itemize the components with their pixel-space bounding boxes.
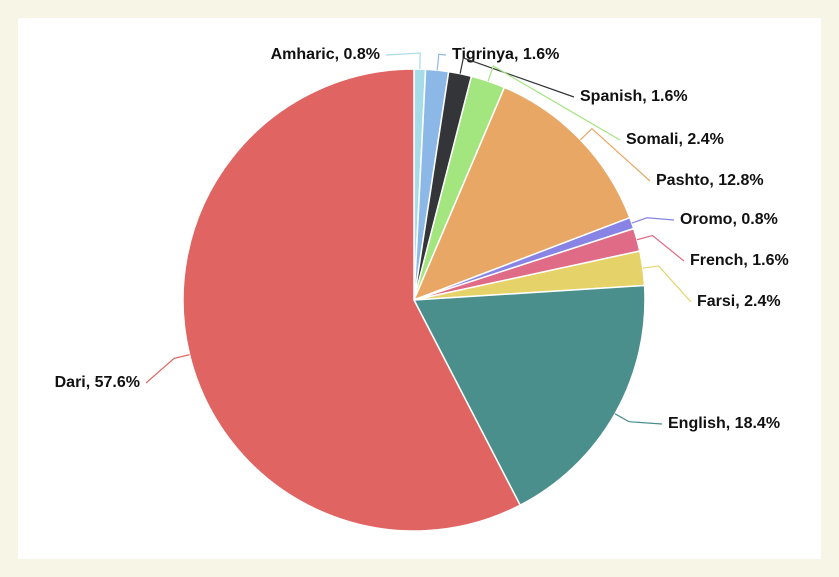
data-label: Somali, 2.4% (626, 131, 724, 148)
data-label: Farsi, 2.4% (697, 293, 781, 310)
label-value: , 12.8% (709, 172, 763, 189)
label-name: Farsi (697, 293, 735, 310)
data-label: Dari, 57.6% (55, 374, 140, 391)
label-name: Oromo (680, 211, 733, 228)
label-value: , 1.6% (743, 252, 788, 269)
leader-line (459, 57, 575, 98)
data-label: Oromo, 0.8% (680, 211, 778, 228)
data-label: French, 1.6% (690, 252, 789, 269)
label-name: Amharic (271, 46, 335, 63)
label-value: , 2.4% (735, 293, 780, 310)
label-value: , 1.6% (514, 46, 559, 63)
data-label: Amharic, 0.8% (271, 46, 380, 63)
data-label: Pashto, 12.8% (656, 172, 764, 189)
leader-line (642, 265, 692, 303)
label-value: , 57.6% (86, 374, 140, 391)
label-name: Pashto (656, 172, 710, 189)
label-value: , 0.8% (732, 211, 777, 228)
leader-line (487, 65, 621, 141)
leader-line (631, 217, 675, 224)
label-name: Tigrinya (452, 46, 514, 63)
label-name: Spanish (580, 88, 642, 105)
label-name: French (690, 252, 743, 269)
leader-line (614, 413, 663, 425)
pie-slice (182, 68, 522, 532)
pie-slice (412, 86, 631, 302)
label-name: Dari (55, 374, 86, 391)
leader-line (385, 52, 421, 70)
leader-line (579, 127, 651, 182)
label-name: English (668, 415, 726, 432)
data-label: Spanish, 1.6% (580, 88, 688, 105)
leader-line (145, 354, 190, 384)
label-value: , 1.6% (642, 88, 687, 105)
data-label: Tigrinya, 1.6% (452, 46, 559, 63)
label-value: , 0.8% (335, 46, 380, 63)
label-name: Somali (626, 131, 678, 148)
data-label: English, 18.4% (668, 415, 780, 432)
leader-line (636, 234, 685, 262)
label-value: , 2.4% (678, 131, 723, 148)
leader-line (436, 53, 447, 71)
label-value: , 18.4% (726, 415, 780, 432)
